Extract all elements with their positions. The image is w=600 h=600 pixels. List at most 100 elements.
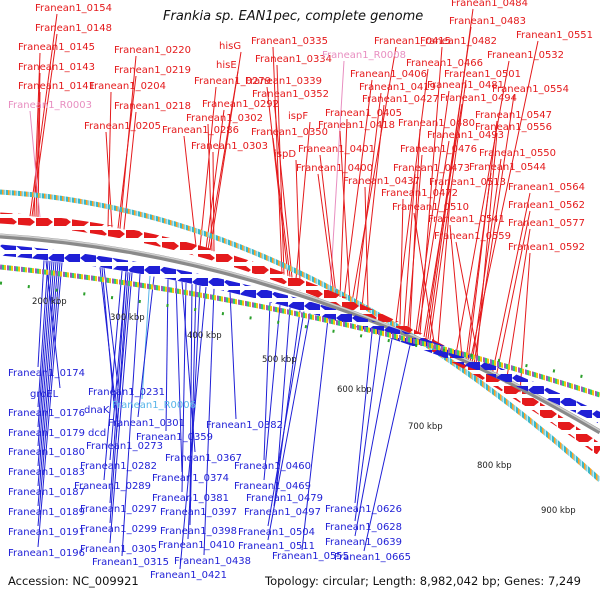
gene-label-dcd: dcd [88, 428, 106, 439]
tick-500-kbp: 500 kbp [262, 355, 297, 365]
top-leader-franean1-0473 [403, 173, 416, 327]
top-leader-franean1-0482 [419, 46, 443, 335]
bottom-leader-franean1-0299 [109, 272, 129, 524]
bottom-leader-franean1-0191 [37, 262, 61, 527]
top-leader-franean1-0466 [395, 68, 429, 323]
bottom-leader-franean1-0297 [109, 271, 127, 504]
bottom-leader-franean1-0305 [109, 272, 133, 544]
gene-label-franean1-0154: Franean1_0154 [35, 3, 112, 14]
tick-200-kbp: 200 kbp [32, 297, 67, 307]
gene-label-ispd: ispD [274, 149, 296, 160]
gene-label-franean1-0148: Franean1_0148 [35, 23, 112, 34]
gene-label-franean1-0273: Franean1_0273 [86, 441, 163, 452]
top-leader-franean1-0292 [205, 109, 225, 250]
top-leader-franean1-0427 [361, 104, 385, 307]
tick-800-kbp: 800 kbp [477, 461, 512, 471]
gene-label-franean1-0564: Franean1_0564 [508, 182, 585, 193]
top-leader-franean1-0339 [266, 86, 289, 276]
bottom-leader-franean1-0469 [263, 304, 281, 481]
gene-label-franean1-0484: Franean1_0484 [451, 0, 528, 9]
gene-label-franean1-0628: Franean1_0628 [325, 522, 402, 533]
gene-label-franean1-0481: Franean1_0481 [427, 80, 504, 91]
bottom-leader-franean1-0511 [267, 313, 311, 541]
top-leader-franean1-0544 [465, 172, 492, 360]
gene-label-franean1-0626: Franean1_0626 [325, 504, 402, 515]
top-leader-franean1-0418 [339, 130, 351, 302]
gene-label-franean1-0189: Franean1_0189 [8, 507, 85, 518]
gene-label-franean1-0556: Franean1_0556 [475, 122, 552, 133]
bottom-leader-franean1-0497 [273, 310, 301, 507]
gene-label-franean1-0303: Franean1_0303 [191, 141, 268, 152]
top-leader-franean1-0437 [364, 186, 369, 310]
top-leader-ispd [295, 159, 301, 281]
gene-label-franean1-0476: Franean1_0476 [400, 144, 477, 155]
top-leader-franean1-0559 [455, 241, 481, 369]
top-leader-franean1-0334 [276, 64, 285, 275]
gene-label-franean1-0504: Franean1_0504 [238, 527, 315, 538]
gene-label-franean1-0381: Franean1_0381 [152, 493, 229, 504]
gene-label-franean1-0297: Franean1_0297 [80, 504, 157, 515]
top-leader-franean1-0415 [351, 46, 397, 303]
gene-label-franean1-0559: Franean1_0559 [434, 231, 511, 242]
gene-label-hisg: hisG [219, 41, 241, 52]
gene-label-franean1-0220: Franean1_0220 [114, 45, 191, 56]
top-leader-franean1-0219 [117, 75, 137, 229]
genome-title: Frankia sp. EAN1pec, complete genome [163, 9, 424, 24]
top-leader-franean1-0547 [467, 120, 498, 362]
gene-label-franean1-0141: Franean1_0141 [18, 81, 95, 92]
tick-700-kbp: 700 kbp [408, 422, 443, 432]
gene-label-franean1-r0008: Franean1_R0008 [322, 50, 406, 61]
bottom-leader-franean1-0180 [37, 261, 53, 447]
gene-label-franean1-0427: Franean1_0427 [362, 94, 439, 105]
gene-label-franean1-0497: Franean1_0497 [244, 507, 321, 518]
gene-label-franean1-0339: Franean1_0339 [245, 76, 322, 87]
gene-label-franean1-0547: Franean1_0547 [475, 110, 552, 121]
top-leader-franean1-0279 [199, 86, 217, 248]
bottom-leader-franean1-0174 [37, 260, 45, 368]
bottom-leader-franean1-0189 [37, 261, 59, 507]
top-leader-franean1-r0008 [329, 60, 345, 293]
top-leader-franean1-0419 [355, 92, 382, 304]
gene-label-franean1-0286: Franean1_0286 [162, 125, 239, 136]
position-ticks: 200 kbp 300 kbp 400 kbp 500 kbp 600 kbp 700 k… [32, 297, 576, 516]
gene-label-franean1-0289: Franean1_0289 [74, 481, 151, 492]
gene-label-franean1-0493: Franean1_0493 [427, 130, 504, 141]
gene-label-franean1-0334: Franean1_0334 [255, 54, 332, 65]
top-leader-franean1-0493 [417, 140, 450, 334]
gene-label-franean1-0532: Franean1_0532 [487, 50, 564, 61]
gene-label-franean1-0419: Franean1_0419 [359, 82, 436, 93]
tick-600-kbp: 600 kbp [337, 385, 372, 395]
gene-label-franean1-0335: Franean1_0335 [251, 36, 328, 47]
gene-label-franean1-r0003: Franean1_R0003 [8, 100, 92, 111]
bottom-leader-franean1-0289 [103, 271, 123, 481]
gene-label-franean1-0302: Franean1_0302 [186, 113, 263, 124]
gene-label-franean1-0473: Franean1_0473 [393, 163, 470, 174]
bottom-leader-franean1-0315 [121, 274, 141, 557]
bottom-leader-franean1-r0006 [141, 275, 151, 400]
gene-label-franean1-0469: Franean1_0469 [234, 481, 311, 492]
cog-forward-track [0, 189, 600, 482]
tick-300-kbp: 300 kbp [110, 313, 145, 323]
bottom-gene-labels: Franean1_0174groELFranean1_0176Franean1_… [8, 368, 411, 581]
gene-label-franean1-0406: Franean1_0406 [350, 69, 427, 80]
gene-label-franean1-0305: Franean1_0305 [80, 544, 157, 555]
bottom-leader-franean1-0231 [103, 268, 119, 387]
bottom-leader-franean1-0665 [363, 345, 411, 552]
bottom-leader-franean1-0196 [37, 262, 63, 548]
gene-label-franean1-0555: Franean1_0555 [272, 551, 349, 562]
gene-label-franean1-0501: Franean1_0501 [444, 69, 521, 80]
gene-label-franean1-0483: Franean1_0483 [449, 16, 526, 27]
top-leader-franean1-0550 [471, 158, 502, 364]
tick-400-kbp: 400 kbp [187, 331, 222, 341]
gene-label-franean1-0382: Franean1_0382 [206, 420, 283, 431]
gene-label-franean1-0639: Franean1_0639 [325, 537, 402, 548]
gene-label-franean1-0460: Franean1_0460 [234, 461, 311, 472]
gene-label-franean1-0554: Franean1_0554 [492, 84, 569, 95]
top-leader-franean1-0562 [495, 210, 531, 378]
bottom-leader-franean1-0504 [267, 311, 305, 527]
gene-label-franean1-0472: Franean1_0472 [381, 188, 458, 199]
gene-label-franean1-0437: Franean1_0437 [343, 176, 420, 187]
gene-label-franean1-0480: Franean1_0480 [398, 118, 475, 129]
bottom-leader-franean1-0460 [263, 302, 271, 461]
